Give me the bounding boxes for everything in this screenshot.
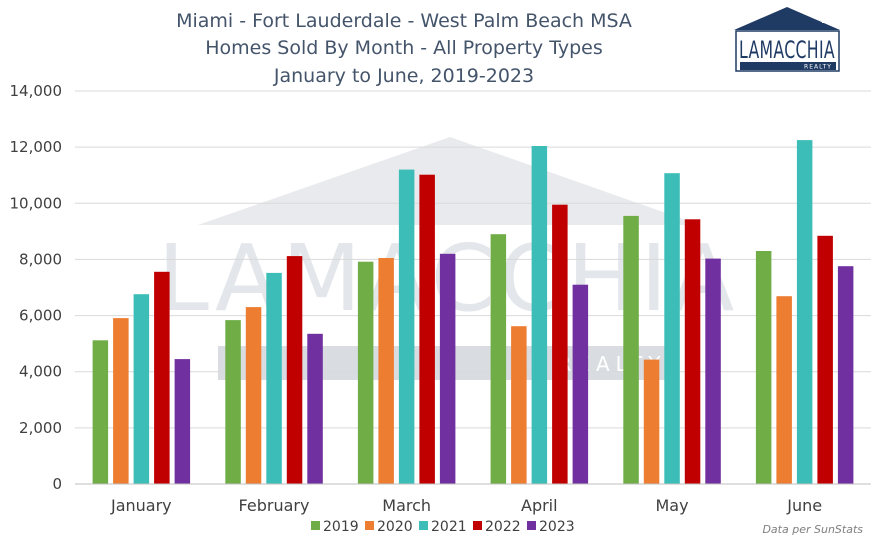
bar-2021-june — [796, 140, 813, 484]
bar-2022-april — [552, 204, 568, 484]
bar-2019-february — [225, 320, 241, 484]
x-category-label: March — [382, 496, 431, 515]
lamacchia-logo: LAMACCHIA REALTY — [734, 7, 840, 72]
bar-2019-may — [623, 215, 639, 484]
bar-2021-march — [398, 169, 415, 484]
bar-2021-april — [531, 146, 548, 484]
legend-label-2023: 2023 — [539, 519, 575, 535]
title-line-1: Miami - Fort Lauderdale - West Palm Beac… — [176, 10, 632, 32]
logo-subline-band — [740, 62, 836, 70]
bar-2022-march — [419, 174, 435, 484]
y-tick-label: 14,000 — [10, 82, 63, 100]
y-tick-label: 8,000 — [19, 250, 62, 268]
source-note: Data per SunStats — [762, 523, 863, 536]
bar-2020-april — [511, 326, 527, 484]
x-category-label: May — [655, 496, 688, 515]
legend: 2019 2020 2021 2022 2023 — [311, 519, 575, 535]
x-axis-category-labels: January February March April May June — [110, 496, 822, 515]
bar-2020-january — [113, 318, 129, 484]
logo-window-icon — [822, 17, 828, 23]
y-tick-label: 6,000 — [19, 307, 62, 325]
x-category-label: June — [786, 496, 822, 515]
x-category-label: January — [110, 496, 172, 515]
legend-label-2020: 2020 — [377, 519, 413, 535]
legend-label-2019: 2019 — [323, 519, 359, 535]
legend-label-2022: 2022 — [485, 519, 521, 535]
gridlines — [75, 90, 871, 429]
logo-roof — [734, 7, 840, 30]
bar-2021-february — [266, 272, 282, 484]
title-line-2: Homes Sold By Month - All Property Types — [205, 37, 603, 59]
bar-2023-february — [307, 333, 323, 484]
title-line-3: January to June, 2019-2023 — [273, 65, 534, 87]
logo-subline: REALTY — [804, 64, 832, 71]
bar-2023-march — [439, 253, 456, 484]
watermark-roof — [198, 137, 700, 225]
bar-2020-may — [643, 359, 660, 484]
bar-2022-february — [286, 256, 303, 484]
bar-2022-may — [684, 219, 701, 485]
legend-swatch-2022 — [473, 521, 482, 530]
x-category-label: February — [239, 496, 310, 515]
bar-2023-april — [572, 284, 589, 484]
bar-2021-january — [133, 294, 150, 484]
x-category-label: April — [521, 496, 558, 515]
bar-2020-february — [245, 307, 262, 484]
y-tick-label: 0 — [52, 475, 62, 493]
bar-2023-june — [837, 266, 854, 484]
legend-swatch-2021 — [419, 521, 428, 530]
bar-2019-january — [92, 340, 109, 484]
bar-2019-june — [755, 251, 772, 484]
y-tick-label: 12,000 — [10, 138, 63, 156]
y-axis-tick-labels: 0 2,000 4,000 6,000 8,000 10,000 12,000 14,000 — [10, 82, 63, 493]
bar-2022-january — [154, 271, 170, 484]
bar-2020-june — [776, 296, 792, 484]
y-tick-label: 4,000 — [19, 363, 62, 381]
chart-title: Miami - Fort Lauderdale - West Palm Beac… — [176, 10, 632, 87]
legend-swatch-2023 — [527, 521, 536, 530]
bar-2021-may — [664, 173, 680, 484]
bar-2022-june — [817, 235, 833, 484]
bar-2020-march — [378, 258, 394, 484]
legend-label-2021: 2021 — [431, 519, 467, 535]
y-tick-label: 10,000 — [10, 194, 63, 212]
legend-swatch-2019 — [311, 521, 320, 530]
bar-2019-april — [490, 234, 507, 484]
logo-wordmark: LAMACCHIA — [739, 36, 835, 64]
bar-2023-may — [705, 258, 721, 484]
bars — [92, 140, 854, 485]
y-tick-label: 2,000 — [19, 419, 62, 437]
bar-2019-march — [357, 261, 374, 484]
bar-2023-january — [174, 359, 191, 484]
legend-swatch-2020 — [365, 521, 374, 530]
